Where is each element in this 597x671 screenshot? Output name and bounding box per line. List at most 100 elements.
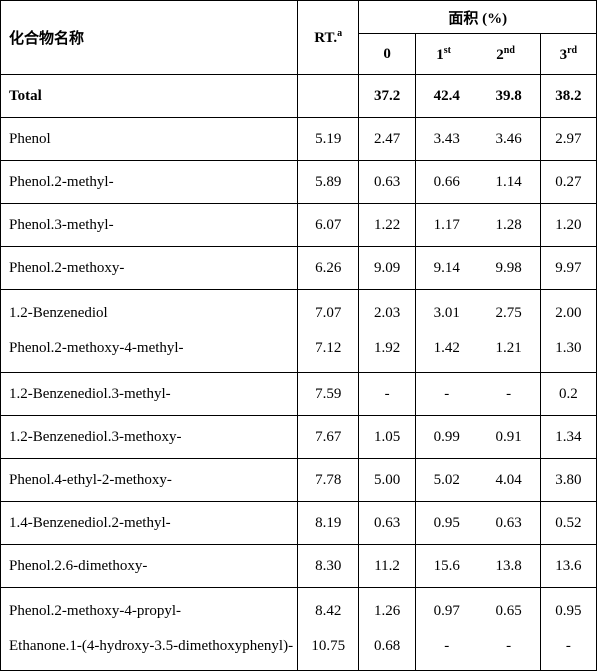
cell-rt: 5.89 — [297, 161, 358, 204]
header-area-1-base: 1 — [436, 47, 444, 63]
cell-a1: 9.14 — [434, 260, 460, 277]
cell-name: Phenol.2-methyl- — [1, 161, 298, 204]
cell-a1: 0.66 — [434, 174, 460, 191]
table-row: Phenol.2-methoxy- 6.26 9.09 9.149.98 9.9… — [1, 247, 597, 290]
cell-name-b: Ethanone.1-(4-hydroxy-3.5-dimethoxypheny… — [9, 638, 297, 655]
cell-a12: 1.17 1.28 — [415, 204, 540, 247]
table-row: Phenol.2.6-dimethoxy- 8.30 11.2 15.613.8… — [1, 545, 597, 588]
cell-a1: 0.99 — [434, 429, 460, 446]
cell-a2-a: 2.75 — [496, 305, 522, 322]
cell-rt-b: 7.12 — [298, 340, 358, 357]
cell-a2: 3.46 — [496, 131, 522, 148]
cell-a0: 9.09 — [359, 247, 415, 290]
cell-a2: 0.63 — [496, 515, 522, 532]
cell-a12: 0.97 0.65 - - — [415, 588, 540, 671]
table-body: Total 37.2 42.439.8 38.2 Phenol 5.19 2.4… — [1, 75, 597, 671]
table-row: Phenol 5.19 2.47 3.433.46 2.97 — [1, 118, 597, 161]
cell-a0: - — [359, 373, 415, 416]
cell-name-b: Phenol.2-methoxy-4-methyl- — [9, 340, 297, 357]
cell-a2: 9.98 — [496, 260, 522, 277]
cell-rt: 8.19 — [297, 502, 358, 545]
cell-a1: - — [444, 386, 449, 403]
cell-a3: 13.6 — [540, 545, 596, 588]
table-row: 1.2-BenzenediolPhenol.2-methoxy-4-methyl… — [1, 290, 597, 373]
cell-a1: 42.4 — [434, 88, 460, 105]
cell-name: 1.2-Benzenediol.3-methyl- — [1, 373, 298, 416]
compound-area-table: 化合物名称 RT.a 面积 (%) 0 1st 2nd 3rd — [0, 0, 597, 671]
table-row: Phenol.3-methyl- 6.07 1.22 1.171.28 1.20 — [1, 204, 597, 247]
header-area-0: 0 — [359, 34, 415, 75]
cell-a0: 0.63 — [359, 161, 415, 204]
cell-a0: 1.05 — [359, 416, 415, 459]
cell-a2-a: 0.65 — [496, 603, 522, 620]
cell-a2: 39.8 — [496, 88, 522, 105]
cell-a0: 11.2 — [359, 545, 415, 588]
cell-a0: 1.22 — [359, 204, 415, 247]
cell-a0: 37.2 — [359, 75, 415, 118]
cell-a0-a: 1.26 — [359, 603, 414, 620]
cell-a12: -- — [415, 373, 540, 416]
cell-rt — [297, 75, 358, 118]
cell-name: Phenol.4-ethyl-2-methoxy- — [1, 459, 298, 502]
cell-a1-b: 1.42 — [434, 340, 460, 357]
cell-a1: 0.95 — [434, 515, 460, 532]
cell-a3-a: 0.95 — [541, 603, 596, 620]
cell-name: 1.2-BenzenediolPhenol.2-methoxy-4-methyl… — [1, 290, 298, 373]
cell-a0-b: 1.92 — [359, 340, 414, 357]
header-area-1: 1st — [415, 34, 471, 75]
cell-a3: 3.80 — [540, 459, 596, 502]
cell-name: 1.2-Benzenediol.3-methoxy- — [1, 416, 298, 459]
cell-a3: 38.2 — [540, 75, 596, 118]
cell-name: 1.4-Benzenediol.2-methyl- — [1, 502, 298, 545]
cell-a3: 1.34 — [540, 416, 596, 459]
cell-a2: 1.14 — [496, 174, 522, 191]
header-area-2-sup: nd — [504, 45, 515, 56]
cell-a0-a: 2.03 — [359, 305, 414, 322]
cell-rt: 6.26 — [297, 247, 358, 290]
header-area-3-base: 3 — [560, 47, 568, 63]
cell-a2-b: - — [506, 638, 511, 655]
cell-a12: 0.99 0.91 — [415, 416, 540, 459]
table-row: 1.2-Benzenediol.3-methyl- 7.59 - -- 0.2 — [1, 373, 597, 416]
cell-a2: - — [506, 386, 511, 403]
cell-a2-b: 1.21 — [496, 340, 522, 357]
table-row: 1.2-Benzenediol.3-methoxy- 7.67 1.05 0.9… — [1, 416, 597, 459]
cell-a1: 3.43 — [434, 131, 460, 148]
cell-a1-a: 3.01 — [434, 305, 460, 322]
table-header: 化合物名称 RT.a 面积 (%) 0 1st 2nd 3rd — [1, 1, 597, 75]
table-row: Phenol.2-methoxy-4-propyl- Ethanone.1-(4-… — [1, 588, 597, 671]
cell-a1: 5.02 — [434, 472, 460, 489]
cell-rt-a: 7.07 — [298, 305, 358, 322]
cell-a3: 9.97 — [540, 247, 596, 290]
cell-a12: 15.613.8 — [415, 545, 540, 588]
cell-a3: 2.001.30 — [540, 290, 596, 373]
header-area-3: 3rd — [540, 34, 596, 75]
header-area-group: 面积 (%) — [359, 1, 597, 34]
header-rt-sup: a — [337, 28, 342, 39]
cell-name: Phenol.2-methoxy-4-propyl- Ethanone.1-(4-… — [1, 588, 298, 671]
cell-name: Phenol.3-methyl- — [1, 204, 298, 247]
cell-a3: 0.27 — [540, 161, 596, 204]
cell-a3-a: 2.00 — [541, 305, 596, 322]
table-row: Phenol.4-ethyl-2-methoxy- 7.78 5.00 5.02… — [1, 459, 597, 502]
cell-rt: 8.4210.75 — [297, 588, 358, 671]
table: 化合物名称 RT.a 面积 (%) 0 1st 2nd 3rd — [0, 0, 597, 671]
cell-name: Phenol — [1, 118, 298, 161]
cell-a12: 3.01 2.75 1.42 1.21 — [415, 290, 540, 373]
cell-a3-b: - — [541, 638, 596, 655]
cell-a2: 1.28 — [496, 217, 522, 234]
cell-a1-b: - — [444, 638, 449, 655]
cell-a1-a: 0.97 — [434, 603, 460, 620]
cell-a12: 42.4 39.8 — [415, 75, 540, 118]
cell-rt: 7.59 — [297, 373, 358, 416]
header-compound-name: 化合物名称 — [1, 1, 298, 75]
header-rt-base: RT. — [314, 30, 337, 46]
header-area-3-sup: rd — [567, 45, 577, 56]
cell-a1: 1.17 — [434, 217, 460, 234]
cell-a12: 3.43 3.46 — [415, 118, 540, 161]
cell-name-a: Phenol.2-methoxy-4-propyl- — [9, 603, 297, 620]
header-area-0-text: 0 — [383, 46, 391, 62]
cell-rt: 7.07 7.12 — [297, 290, 358, 373]
cell-name: Total — [1, 75, 298, 118]
cell-a2: 0.91 — [496, 429, 522, 446]
